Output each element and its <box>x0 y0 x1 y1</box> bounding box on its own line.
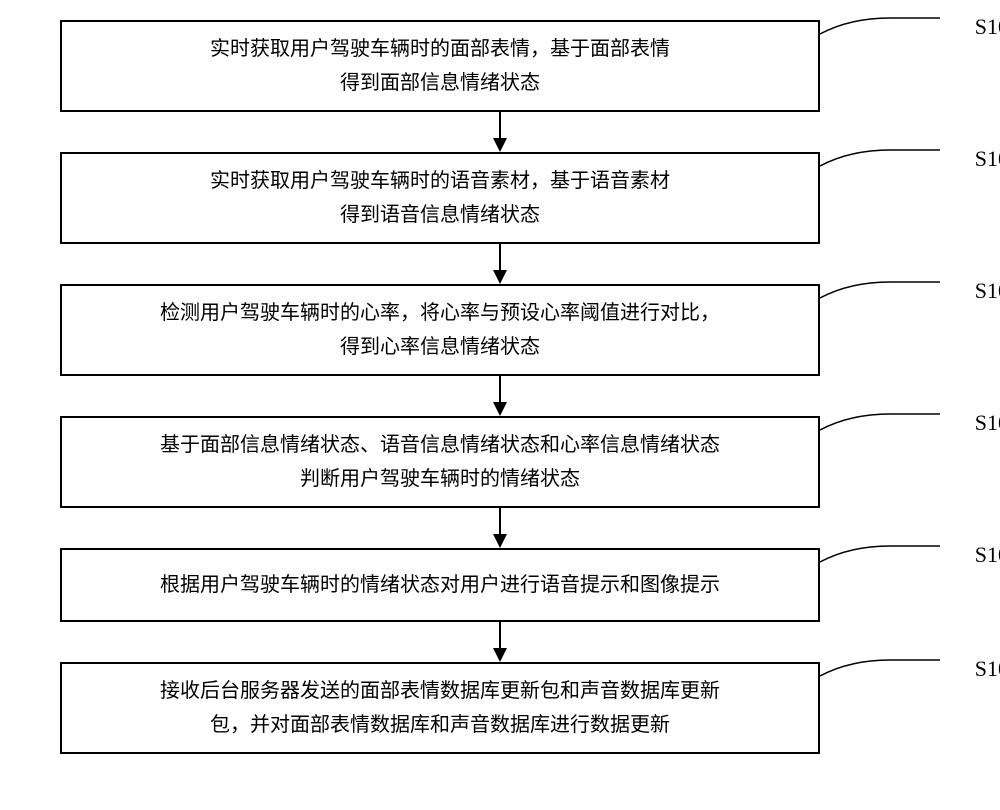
flow-step-box-s102: 实时获取用户驾驶车辆时的语音素材，基于语音素材 得到语音信息情绪状态 <box>60 152 820 244</box>
step-label-s101: S101 <box>975 14 1000 40</box>
flowchart-container: 实时获取用户驾驶车辆时的面部表情，基于面部表情 得到面部信息情绪状态 S101 … <box>40 20 960 754</box>
leader-line-s106 <box>820 658 940 688</box>
arrow-connector <box>40 508 960 548</box>
flow-step-box-s105: 根据用户驾驶车辆时的情绪状态对用户进行语音提示和图像提示 <box>60 548 820 622</box>
step-text-line1: 接收后台服务器发送的面部表情数据库更新包和声音数据库更新 <box>78 674 802 708</box>
flow-step-box-s103: 检测用户驾驶车辆时的心率，将心率与预设心率阈值进行对比， 得到心率信息情绪状态 <box>60 284 820 376</box>
step-label-s106: S106 <box>975 656 1000 682</box>
leader-line-s105 <box>820 544 940 574</box>
down-arrow-icon <box>490 244 510 284</box>
step-text-line1: 根据用户驾驶车辆时的情绪状态对用户进行语音提示和图像提示 <box>78 568 802 602</box>
step-label-s104: S104 <box>975 410 1000 436</box>
step-text-line2: 判断用户驾驶车辆时的情绪状态 <box>78 462 802 496</box>
leader-line-s104 <box>820 412 940 442</box>
leader-line-s103 <box>820 280 940 310</box>
flow-step-box-s106: 接收后台服务器发送的面部表情数据库更新包和声音数据库更新 包，并对面部表情数据库… <box>60 662 820 754</box>
down-arrow-icon <box>490 112 510 152</box>
flow-step-box-s101: 实时获取用户驾驶车辆时的面部表情，基于面部表情 得到面部信息情绪状态 <box>60 20 820 112</box>
arrow-connector <box>40 112 960 152</box>
down-arrow-icon <box>490 376 510 416</box>
step-text-line1: 实时获取用户驾驶车辆时的面部表情，基于面部表情 <box>78 32 802 66</box>
flow-step-row: 检测用户驾驶车辆时的心率，将心率与预设心率阈值进行对比， 得到心率信息情绪状态 … <box>40 284 960 376</box>
step-label-s102: S102 <box>975 146 1000 172</box>
step-text-line1: 实时获取用户驾驶车辆时的语音素材，基于语音素材 <box>78 164 802 198</box>
step-text-line2: 得到心率信息情绪状态 <box>78 330 802 364</box>
flow-step-row: 基于面部信息情绪状态、语音信息情绪状态和心率信息情绪状态 判断用户驾驶车辆时的情… <box>40 416 960 508</box>
step-text-line2: 得到语音信息情绪状态 <box>78 198 802 232</box>
flow-step-box-s104: 基于面部信息情绪状态、语音信息情绪状态和心率信息情绪状态 判断用户驾驶车辆时的情… <box>60 416 820 508</box>
leader-line-s102 <box>820 148 940 178</box>
step-text-line1: 基于面部信息情绪状态、语音信息情绪状态和心率信息情绪状态 <box>78 428 802 462</box>
flow-step-row: 接收后台服务器发送的面部表情数据库更新包和声音数据库更新 包，并对面部表情数据库… <box>40 662 960 754</box>
leader-line-s101 <box>820 16 940 46</box>
step-text-line2: 得到面部信息情绪状态 <box>78 66 802 100</box>
flow-step-row: 根据用户驾驶车辆时的情绪状态对用户进行语音提示和图像提示 S105 <box>40 548 960 622</box>
down-arrow-icon <box>490 622 510 662</box>
step-text-line1: 检测用户驾驶车辆时的心率，将心率与预设心率阈值进行对比， <box>78 296 802 330</box>
flow-step-row: 实时获取用户驾驶车辆时的面部表情，基于面部表情 得到面部信息情绪状态 S101 <box>40 20 960 112</box>
arrow-connector <box>40 376 960 416</box>
step-text-line2: 包，并对面部表情数据库和声音数据库进行数据更新 <box>78 708 802 742</box>
step-label-s103: S103 <box>975 278 1000 304</box>
arrow-connector <box>40 622 960 662</box>
down-arrow-icon <box>490 508 510 548</box>
step-label-s105: S105 <box>975 542 1000 568</box>
flow-step-row: 实时获取用户驾驶车辆时的语音素材，基于语音素材 得到语音信息情绪状态 S102 <box>40 152 960 244</box>
arrow-connector <box>40 244 960 284</box>
